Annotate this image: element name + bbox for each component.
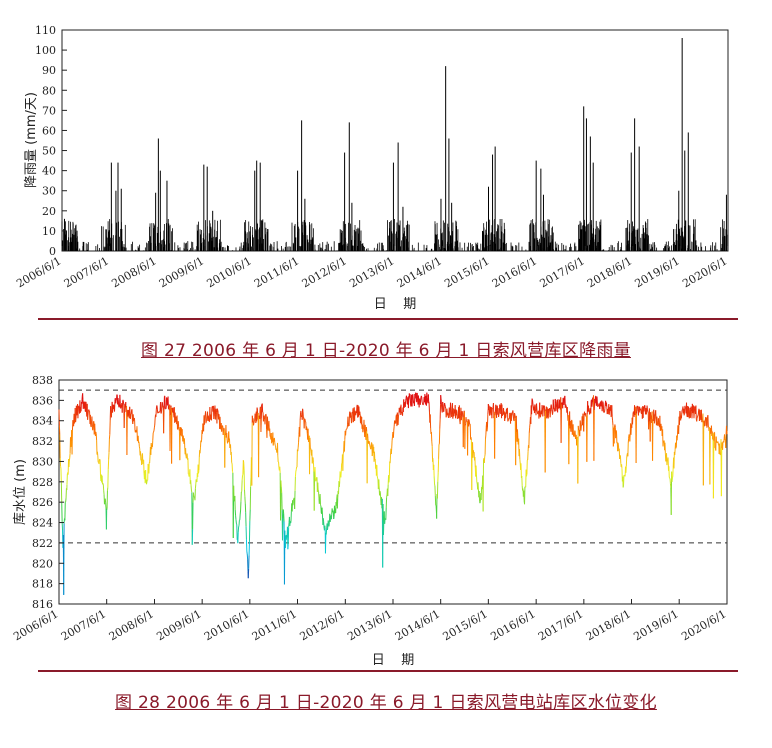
rainfall-y-tick-label: 0 — [49, 245, 56, 258]
water-level-x-axis-label: 日 期 — [372, 653, 415, 668]
water-level-x-tick-label: 2008/6/1 — [107, 607, 156, 643]
water-level-x-tick-label: 2006/6/1 — [11, 607, 60, 643]
water-level-x-tick-label: 2013/6/1 — [345, 607, 394, 643]
figure2-divider — [38, 670, 738, 672]
water-level-chart: 816 818 820 822 824 826 828 830 832 834 836 838 200… — [11, 374, 729, 668]
water-level-y-tick-label: 818 — [32, 578, 53, 591]
water-level-y-tick-label: 820 — [32, 557, 53, 570]
rainfall-y-axis-label: 降雨量 (mm/天) — [24, 92, 39, 188]
water-level-x-tick-label: 2016/6/1 — [488, 607, 537, 643]
water-level-y-tick-label: 836 — [32, 394, 53, 407]
water-level-y-tick-label: 834 — [32, 415, 53, 428]
water-level-series — [58, 392, 728, 595]
rainfall-y-tick-label: 30 — [42, 185, 56, 198]
water-level-x-tick-label: 2012/6/1 — [298, 607, 347, 643]
water-level-x-tick-label: 2018/6/1 — [584, 607, 633, 643]
water-level-y-tick-label: 832 — [32, 435, 53, 448]
water-level-y-tick-label: 830 — [32, 455, 53, 468]
water-level-x-tick-label: 2010/6/1 — [202, 607, 251, 643]
water-level-y-tick-label: 838 — [32, 374, 53, 387]
rainfall-y-tick-label: 40 — [42, 165, 56, 178]
water-level-x-tick-label: 2017/6/1 — [536, 607, 585, 643]
water-level-y-ticks: 816 818 820 822 824 826 828 830 832 834 836 838 — [32, 374, 64, 611]
water-level-x-tick-label: 2007/6/1 — [59, 607, 108, 643]
rainfall-y-tick-label: 20 — [42, 205, 56, 218]
rainfall-y-tick-label: 80 — [42, 84, 56, 97]
water-level-plot-frame — [58, 379, 728, 605]
water-level-x-tick-label: 2019/6/1 — [631, 607, 680, 643]
water-level-y-tick-label: 816 — [32, 598, 53, 611]
water-level-x-tick-label: 2020/6/1 — [679, 607, 728, 643]
rainfall-x-axis-label: 日 期 — [374, 297, 417, 312]
rainfall-y-ticks: 0 10 20 30 40 50 60 70 80 90 100 110 — [35, 24, 67, 258]
water-level-y-axis-label: 库水位 (m) — [12, 459, 28, 525]
rainfall-y-tick-label: 90 — [42, 64, 56, 77]
rainfall-y-tick-label: 60 — [42, 124, 56, 137]
rainfall-bars — [61, 38, 729, 251]
rainfall-y-tick-label: 50 — [42, 145, 56, 158]
water-level-x-tick-label: 2011/6/1 — [250, 607, 299, 643]
rainfall-y-tick-label: 70 — [42, 104, 56, 117]
water-level-x-tick-label: 2014/6/1 — [393, 607, 442, 643]
water-level-x-ticks: 2006/6/12007/6/12008/6/12009/6/12010/6/1… — [11, 599, 729, 643]
figure2-caption: 图 28 2006 年 6 月 1 日-2020 年 6 月 1 日索风营电站库… — [115, 693, 657, 713]
rainfall-y-tick-label: 100 — [35, 44, 56, 57]
water-level-y-tick-label: 824 — [32, 517, 53, 530]
figure1-divider — [38, 318, 738, 320]
figure1-caption: 图 27 2006 年 6 月 1 日-2020 年 6 月 1 日索风营库区降… — [140, 341, 631, 361]
water-level-x-tick-label: 2015/6/1 — [441, 607, 490, 643]
water-level-y-tick-label: 822 — [32, 537, 53, 550]
water-level-y-tick-label: 826 — [32, 496, 53, 509]
water-level-y-tick-label: 828 — [32, 476, 53, 489]
rainfall-y-tick-label: 110 — [35, 24, 56, 37]
water-level-x-tick-label: 2009/6/1 — [154, 607, 203, 643]
rainfall-y-tick-label: 10 — [42, 225, 56, 238]
water-level-reference-lines — [59, 389, 727, 544]
